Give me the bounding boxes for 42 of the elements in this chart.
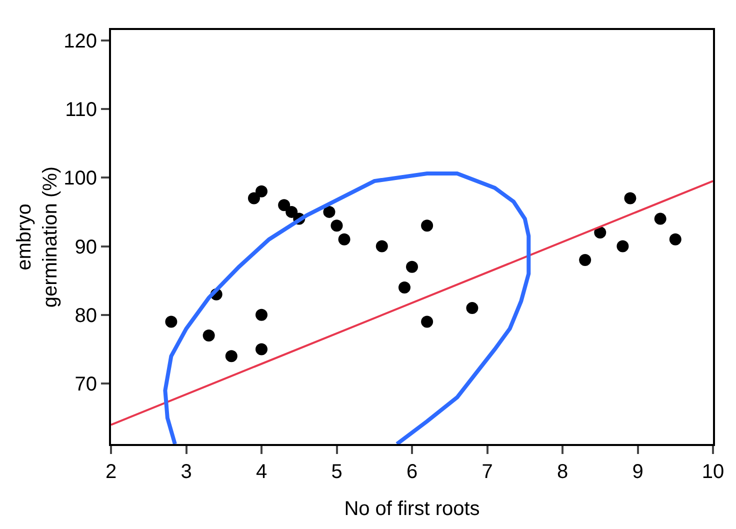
y-tick-label: 120 xyxy=(64,30,97,52)
y-tick-label: 90 xyxy=(74,236,97,258)
point xyxy=(256,343,268,356)
point xyxy=(579,254,592,266)
point xyxy=(165,316,178,328)
y-tick-label: 100 xyxy=(64,168,97,190)
point xyxy=(654,212,666,225)
y-axis-title: embryo germination (%) xyxy=(14,166,62,308)
point xyxy=(225,350,238,362)
point xyxy=(338,233,350,246)
y-tick-label: 70 xyxy=(74,374,97,396)
x-tick-label: 9 xyxy=(632,461,644,483)
point xyxy=(421,316,434,328)
point xyxy=(323,206,336,218)
point xyxy=(669,233,682,246)
x-tick-label: 10 xyxy=(702,461,724,483)
point xyxy=(616,240,629,252)
point xyxy=(278,199,290,212)
point xyxy=(594,226,606,239)
point xyxy=(466,302,478,314)
x-tick-label: 8 xyxy=(556,461,568,483)
line-series xyxy=(163,171,531,444)
x-tick-label: 5 xyxy=(331,461,342,483)
x-tick-label: 2 xyxy=(105,461,117,483)
x-tick-label: 6 xyxy=(406,461,418,483)
y-tick-label: 110 xyxy=(65,98,97,121)
point xyxy=(202,330,215,342)
point xyxy=(256,308,268,321)
point xyxy=(376,240,388,252)
point xyxy=(624,192,636,204)
x-axis-title: No of first roots xyxy=(344,498,480,520)
x-tick-label: 3 xyxy=(180,461,192,483)
point xyxy=(398,281,410,294)
x-tick-label: 7 xyxy=(482,461,493,483)
point xyxy=(256,185,268,198)
point xyxy=(406,260,418,273)
point xyxy=(286,206,298,218)
point xyxy=(421,220,434,232)
y-tick-label: 80 xyxy=(74,304,97,327)
point xyxy=(330,220,343,232)
point xyxy=(248,192,260,204)
x-tick-label: 4 xyxy=(256,461,268,483)
